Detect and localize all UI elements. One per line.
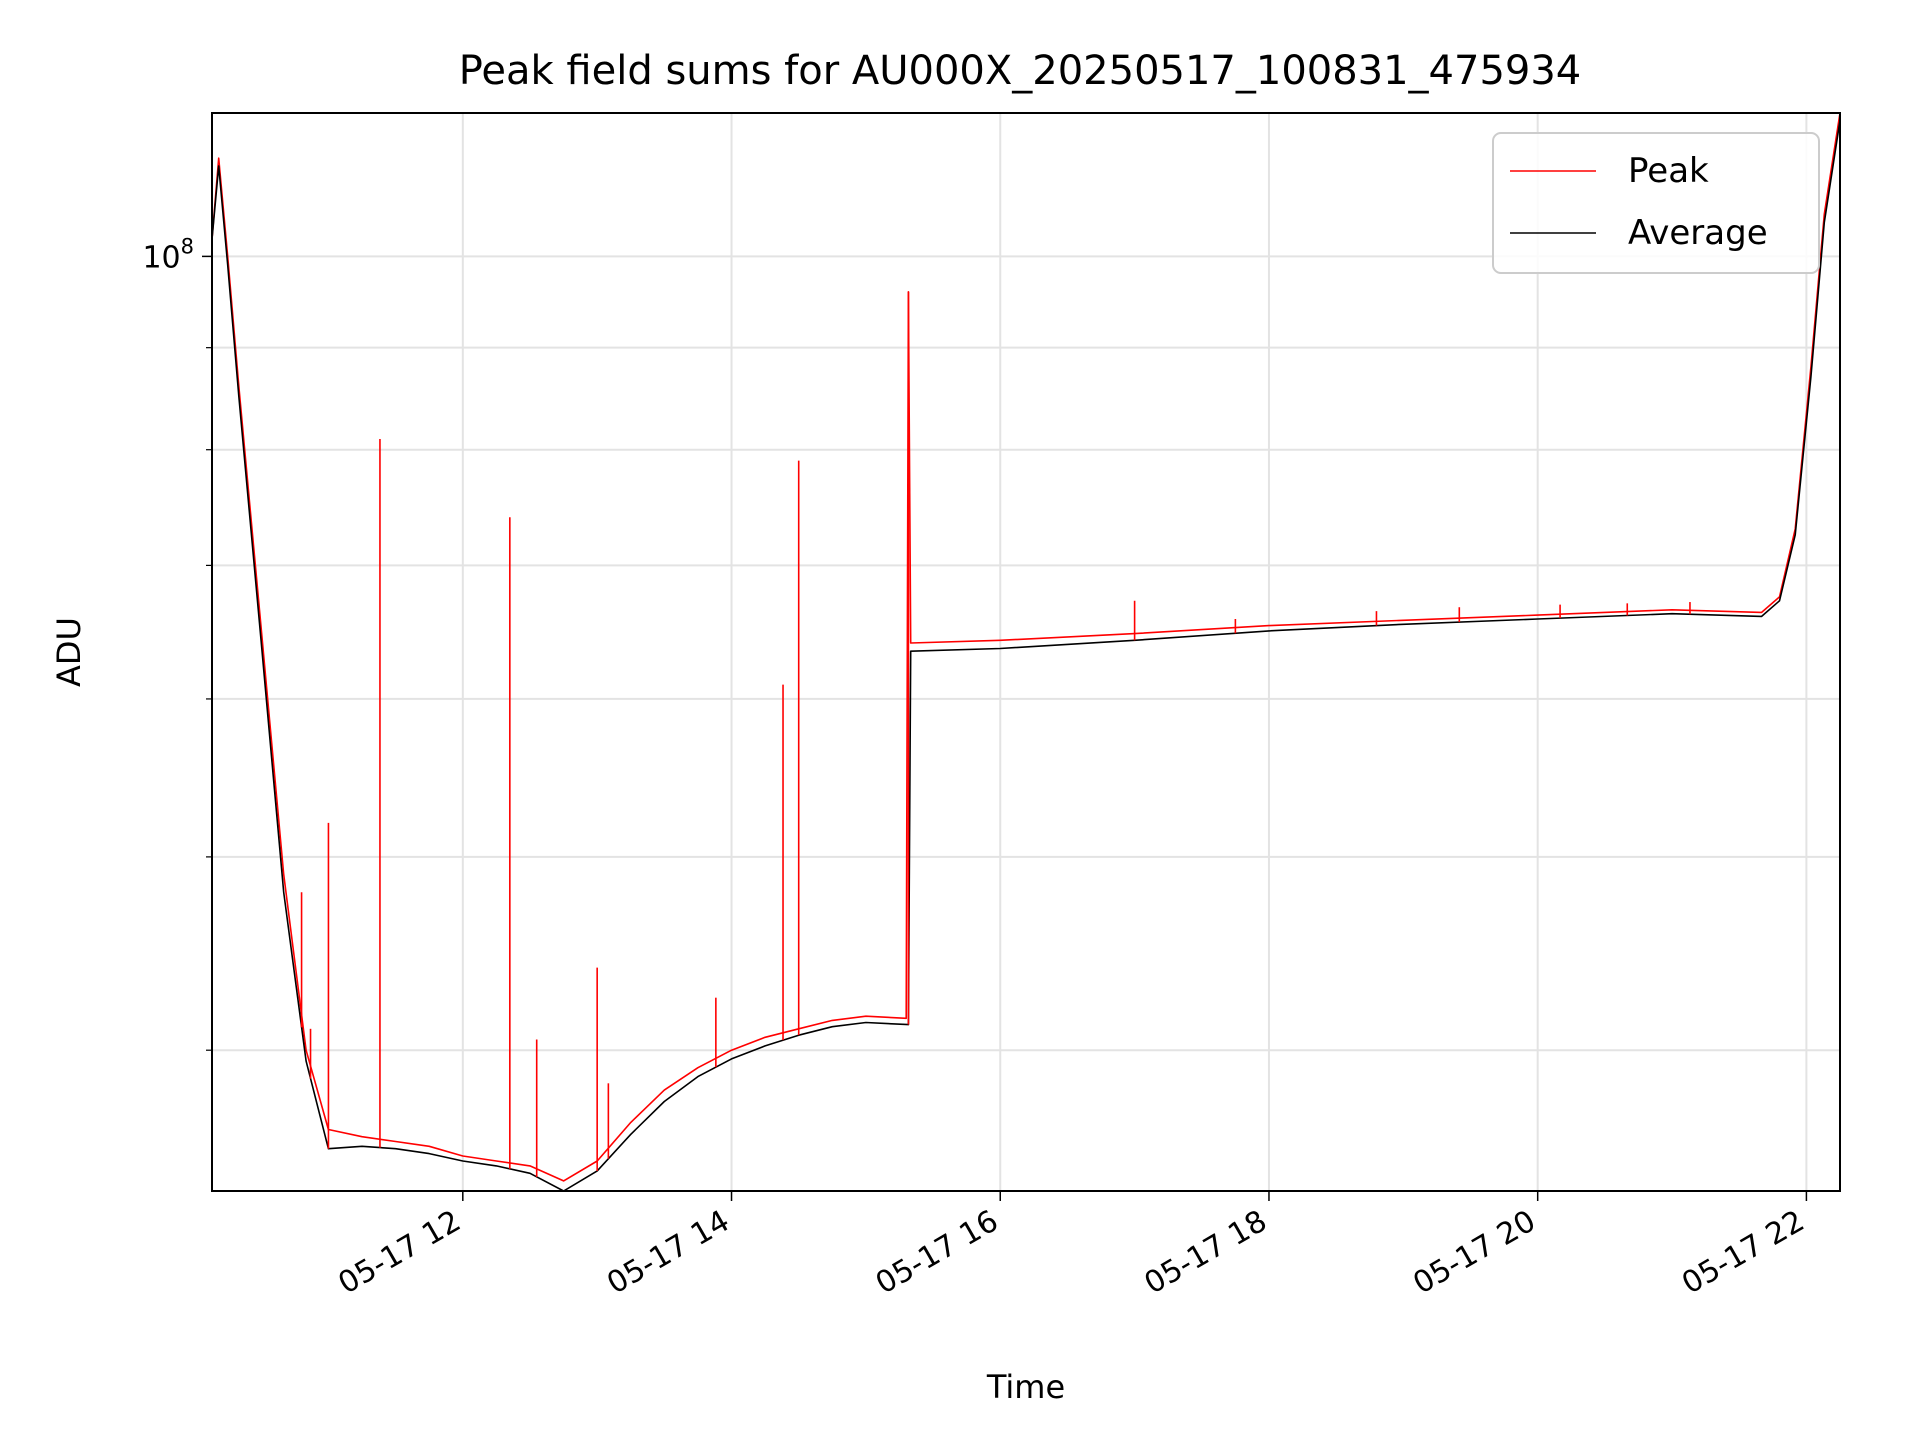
plot-frame: [211, 112, 1841, 1192]
y-tick-label: 108: [142, 234, 194, 275]
legend-peak-label: Peak: [1628, 151, 1709, 191]
chart-title: Peak field sums for AU000X_20250517_1008…: [459, 48, 1582, 94]
x-axis-title: Time: [986, 1368, 1065, 1406]
grid: [212, 113, 1840, 1191]
y-axis-title: ADU: [50, 617, 88, 687]
series-group: [212, 113, 1840, 1191]
legend-average-label: Average: [1628, 213, 1768, 253]
legend-box: [1492, 132, 1820, 274]
plot-area: [212, 113, 1840, 1191]
legend: Peak Average: [1492, 132, 1820, 274]
